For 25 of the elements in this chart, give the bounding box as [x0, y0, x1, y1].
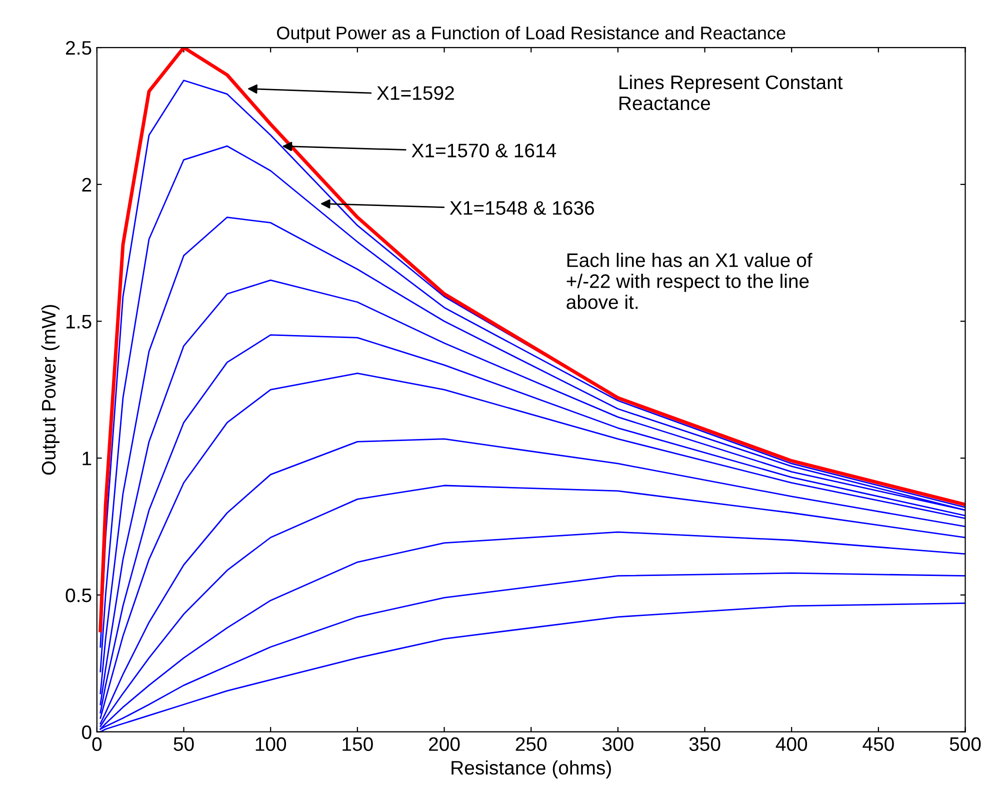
y-tick-label: 0	[82, 725, 92, 740]
x-axis-title: Resistance (ohms)	[452, 760, 611, 779]
x-tick-label: 450	[862, 737, 894, 751]
x-tick-label: 150	[342, 737, 373, 751]
annotation: X1=1570 & 1614	[412, 144, 556, 158]
x-tick-label: 400	[776, 737, 808, 751]
y-tick-label: 1	[82, 452, 92, 466]
x-tick-label: 300	[602, 737, 634, 751]
y-tick-label: 2.5	[66, 41, 92, 55]
y-tick-label: 2	[82, 178, 92, 192]
y-axis-title: Output Power (mW)	[41, 305, 60, 475]
annotation: X1=1592	[376, 86, 454, 100]
x-tick-label: 350	[689, 737, 720, 751]
x-tick-label: 250	[516, 737, 547, 751]
x-tick-label: 500	[950, 737, 981, 751]
x-tick-label: 100	[256, 737, 286, 751]
x-tick-label: 50	[174, 737, 194, 751]
x-tick-label: 0	[92, 737, 102, 751]
y-tick-label: 1.5	[66, 314, 92, 329]
annotation: Lines Represent Constant Reactance	[620, 74, 843, 110]
annotation: Each line has an X1 value of +/-22 with respect to the line above it.	[566, 252, 812, 310]
chart-title: Output Power as a Function of Load Resistance and Reactance	[277, 26, 786, 43]
x-tick-label: 200	[429, 737, 460, 751]
y-tick-label: 0.5	[66, 588, 92, 602]
annotation: X1=1548 & 1636	[450, 201, 594, 215]
